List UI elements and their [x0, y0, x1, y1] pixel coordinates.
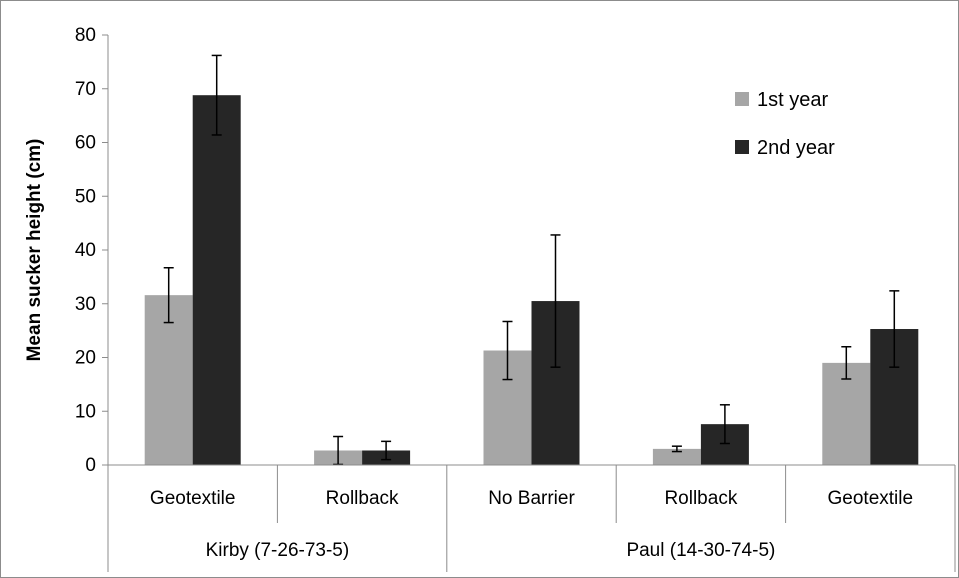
x-category-label: Geotextile	[828, 488, 914, 509]
y-tick-label: 0	[85, 455, 96, 476]
legend-swatch	[735, 140, 749, 154]
y-tick-label: 10	[75, 401, 96, 422]
x-category-label: Rollback	[664, 488, 737, 509]
bar-first-year	[144, 295, 193, 465]
y-tick-label: 70	[75, 79, 96, 100]
y-tick-label: 40	[75, 240, 96, 261]
y-tick-label: 60	[75, 133, 96, 154]
y-tick-label: 80	[75, 25, 96, 46]
bar-first-year	[822, 362, 871, 465]
legend-swatch	[735, 92, 749, 106]
y-tick-label: 50	[75, 186, 96, 207]
bar-first-year	[652, 448, 701, 465]
y-tick-label: 30	[75, 294, 96, 315]
x-group-label: Kirby (7-26-73-5)	[206, 540, 350, 561]
y-axis-title: Mean sucker height (cm)	[24, 139, 45, 362]
y-tick-label: 20	[75, 348, 96, 369]
x-category-label: Rollback	[326, 488, 399, 509]
legend-label: 2nd year	[757, 137, 835, 159]
bar-second-year	[192, 95, 241, 465]
legend-label: 1st year	[757, 89, 828, 111]
x-group-label: Paul (14-30-74-5)	[626, 540, 775, 561]
x-category-label: Geotextile	[150, 488, 236, 509]
x-category-label: No Barrier	[488, 488, 575, 509]
